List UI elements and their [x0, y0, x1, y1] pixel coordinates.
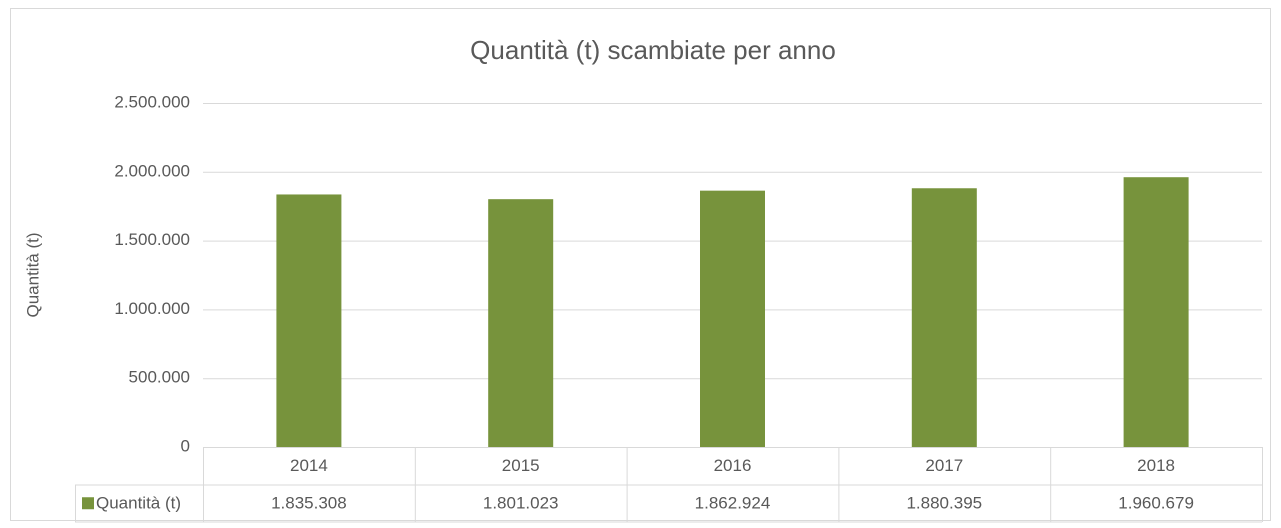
- x-tick-label: 2017: [925, 456, 963, 475]
- bar: [911, 188, 977, 448]
- bar: [1123, 177, 1189, 447]
- bar: [488, 199, 554, 447]
- y-tick-label: 0: [181, 436, 190, 455]
- data-table-value: 1.801.023: [483, 494, 559, 513]
- data-table-value: 1.960.679: [1118, 494, 1194, 513]
- data-table-value: 1.880.395: [906, 494, 982, 513]
- x-tick-label: 2014: [290, 456, 328, 475]
- x-tick-label: 2016: [714, 456, 752, 475]
- y-tick-label: 1.000.000: [114, 299, 190, 318]
- chart-border: [10, 8, 1271, 521]
- bar: [276, 194, 342, 447]
- x-tick-label: 2018: [1137, 456, 1175, 475]
- legend-key: [82, 497, 94, 510]
- y-tick-label: 500.000: [129, 368, 190, 387]
- data-table-value: 1.862.924: [695, 494, 771, 513]
- chart-title: Quantità (t) scambiate per anno: [470, 35, 836, 65]
- bar: [700, 190, 765, 447]
- y-tick-label: 2.500.000: [114, 92, 190, 111]
- x-tick-label: 2015: [502, 456, 540, 475]
- data-table-value: 1.835.308: [271, 494, 347, 513]
- y-axis-label: Quantità (t): [23, 232, 42, 317]
- y-tick-label: 1.500.000: [114, 230, 190, 249]
- legend-label: Quantità (t): [96, 494, 181, 513]
- y-tick-label: 2.000.000: [114, 161, 190, 180]
